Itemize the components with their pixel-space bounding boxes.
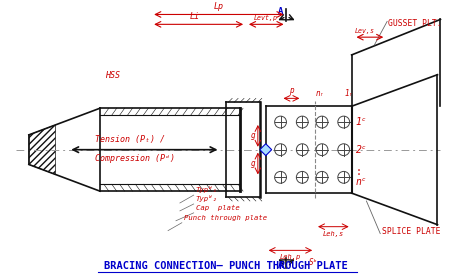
Text: A: A (277, 7, 283, 16)
Text: SPLICE PLATE: SPLICE PLATE (381, 227, 440, 235)
Text: A: A (277, 261, 283, 270)
Text: Lev,s: Lev,s (354, 28, 374, 34)
Text: p: p (288, 86, 293, 95)
Text: BRACING CONNECTION– PUNCH THROUGH PLATE: BRACING CONNECTION– PUNCH THROUGH PLATE (104, 261, 347, 271)
Text: :: : (355, 167, 361, 177)
Text: g: g (251, 131, 255, 140)
Text: Lp: Lp (213, 1, 223, 11)
Text: Sᵇ: Sᵇ (308, 258, 317, 267)
Text: Li: Li (189, 13, 199, 21)
Text: 1ᶜ: 1ᶜ (355, 117, 367, 127)
Text: g: g (251, 159, 255, 168)
Text: Typᵂ₁: Typᵂ₁ (195, 186, 217, 193)
Text: Levt,p: Levt,p (253, 15, 277, 21)
Text: 1ᵣ: 1ᵣ (344, 89, 353, 98)
Text: Punch through plate: Punch through plate (183, 215, 266, 221)
Polygon shape (259, 144, 271, 156)
Text: nᵣ: nᵣ (315, 89, 324, 98)
Text: Leh,s: Leh,s (322, 231, 343, 237)
Text: Cap  plate: Cap plate (195, 205, 239, 211)
Text: 2ᶜ: 2ᶜ (355, 145, 367, 155)
Text: Compression (Pᵈ): Compression (Pᵈ) (95, 154, 175, 163)
Text: Typᵂ₂: Typᵂ₂ (195, 195, 217, 202)
Text: HSS: HSS (105, 71, 120, 80)
Text: GUSSET PLT.: GUSSET PLT. (387, 19, 441, 28)
Text: Tension (Pₜ) /: Tension (Pₜ) / (95, 135, 165, 144)
Text: Leh,p: Leh,p (279, 254, 300, 260)
Text: nᶜ: nᶜ (355, 177, 367, 187)
